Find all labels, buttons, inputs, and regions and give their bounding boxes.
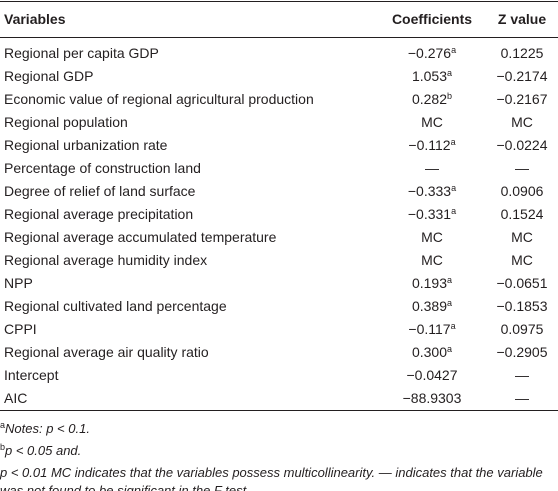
row-label: Regional average air quality ratio xyxy=(4,344,209,360)
cell-value: −0.2174 xyxy=(496,68,548,84)
cell-text: −0.112 xyxy=(408,137,451,153)
cell-text: 0.300 xyxy=(411,344,448,360)
cell-text: −0.117 xyxy=(408,321,451,337)
cell-text: −0.276 xyxy=(407,45,452,61)
column-header: Z value xyxy=(497,11,547,27)
cell-text: 0.193 xyxy=(411,275,448,291)
cell-value: 0.1225 xyxy=(500,45,544,61)
cell-value: −0.2905 xyxy=(496,344,548,360)
superscript: a xyxy=(447,275,453,285)
cell-value: −0.0427 xyxy=(406,367,458,383)
cell-value: −88.9303 xyxy=(402,390,462,406)
row-label: Regional urbanization rate xyxy=(4,137,168,153)
cell-value: — xyxy=(515,367,529,383)
table-note: p < 0.01 MC indicates that the variables… xyxy=(0,464,550,491)
cell-value: −0.333a xyxy=(408,182,456,200)
superscript: a xyxy=(450,321,456,331)
cell-value: 0.0975 xyxy=(500,321,544,337)
row-label: Regional per capita GDP xyxy=(4,45,159,61)
top-rule xyxy=(0,1,558,2)
superscript: a xyxy=(0,420,6,430)
cell-value: −0.0224 xyxy=(496,137,548,153)
cell-value: 0.1524 xyxy=(500,206,544,222)
table-note: bp < 0.05 and. xyxy=(0,442,550,460)
cell-value: MC xyxy=(511,229,533,245)
cell-text: 0.282 xyxy=(411,91,448,107)
row-label: Intercept xyxy=(4,367,59,383)
cell-value: 0.282b xyxy=(412,90,452,108)
row-label: Regional population xyxy=(4,114,128,130)
row-label: Regional cultivated land percentage xyxy=(4,298,227,314)
superscript: a xyxy=(447,68,453,78)
cell-value: −0.331a xyxy=(408,205,456,223)
superscript: a xyxy=(451,45,457,55)
row-label: Regional average accumulated temperature xyxy=(4,229,277,245)
row-label: Degree of relief of land surface xyxy=(4,183,196,199)
cell-value: MC xyxy=(421,114,443,130)
cell-value: MC xyxy=(421,252,443,268)
row-label: NPP xyxy=(4,275,33,291)
cell-value: MC xyxy=(511,114,533,130)
superscript: b xyxy=(447,91,453,101)
cell-value: −0.2167 xyxy=(496,91,548,107)
cell-value: — xyxy=(425,160,439,176)
cell-text: 1.053 xyxy=(411,68,448,84)
note-text: Notes: p < 0.1. xyxy=(5,421,90,436)
row-label: AIC xyxy=(4,390,28,406)
row-label: CPPI xyxy=(4,321,37,337)
cell-value: −0.276a xyxy=(408,44,456,62)
cell-value: 0.193a xyxy=(412,274,452,292)
header-rule xyxy=(0,37,558,38)
cell-value: −0.1853 xyxy=(496,298,548,314)
superscript: a xyxy=(451,183,457,193)
row-label: Regional average precipitation xyxy=(4,206,194,222)
bottom-rule xyxy=(0,410,558,411)
superscript: a xyxy=(447,298,453,308)
cell-text: −0.331 xyxy=(407,206,452,222)
row-label: Percentage of construction land xyxy=(4,160,201,176)
cell-value: MC xyxy=(511,252,533,268)
cell-value: −0.117a xyxy=(408,320,455,338)
cell-value: — xyxy=(515,160,529,176)
cell-value: 1.053a xyxy=(412,67,452,85)
cell-text: 0.389 xyxy=(411,298,448,314)
superscript: a xyxy=(450,137,456,147)
column-header: Variables xyxy=(4,11,66,27)
cell-value: −0.112a xyxy=(408,136,455,154)
row-label: Economic value of regional agricultural … xyxy=(4,91,314,107)
row-label: Regional GDP xyxy=(4,68,94,84)
note-text: p < 0.01 MC indicates that the variables… xyxy=(0,465,543,491)
superscript: a xyxy=(451,206,457,216)
cell-value: 0.389a xyxy=(412,297,452,315)
superscript: a xyxy=(447,344,453,354)
cell-text: −0.333 xyxy=(407,183,452,199)
cell-value: — xyxy=(515,390,529,406)
row-label: Regional average humidity index xyxy=(4,252,208,268)
cell-value: 0.300a xyxy=(412,343,452,361)
table-note: aNotes: p < 0.1. xyxy=(0,420,550,438)
note-text: p < 0.05 and. xyxy=(5,443,82,458)
cell-value: 0.0906 xyxy=(500,183,544,199)
cell-value: MC xyxy=(421,229,443,245)
superscript: b xyxy=(0,442,6,452)
column-header: Coefficients xyxy=(391,11,473,27)
cell-value: −0.0651 xyxy=(496,275,548,291)
